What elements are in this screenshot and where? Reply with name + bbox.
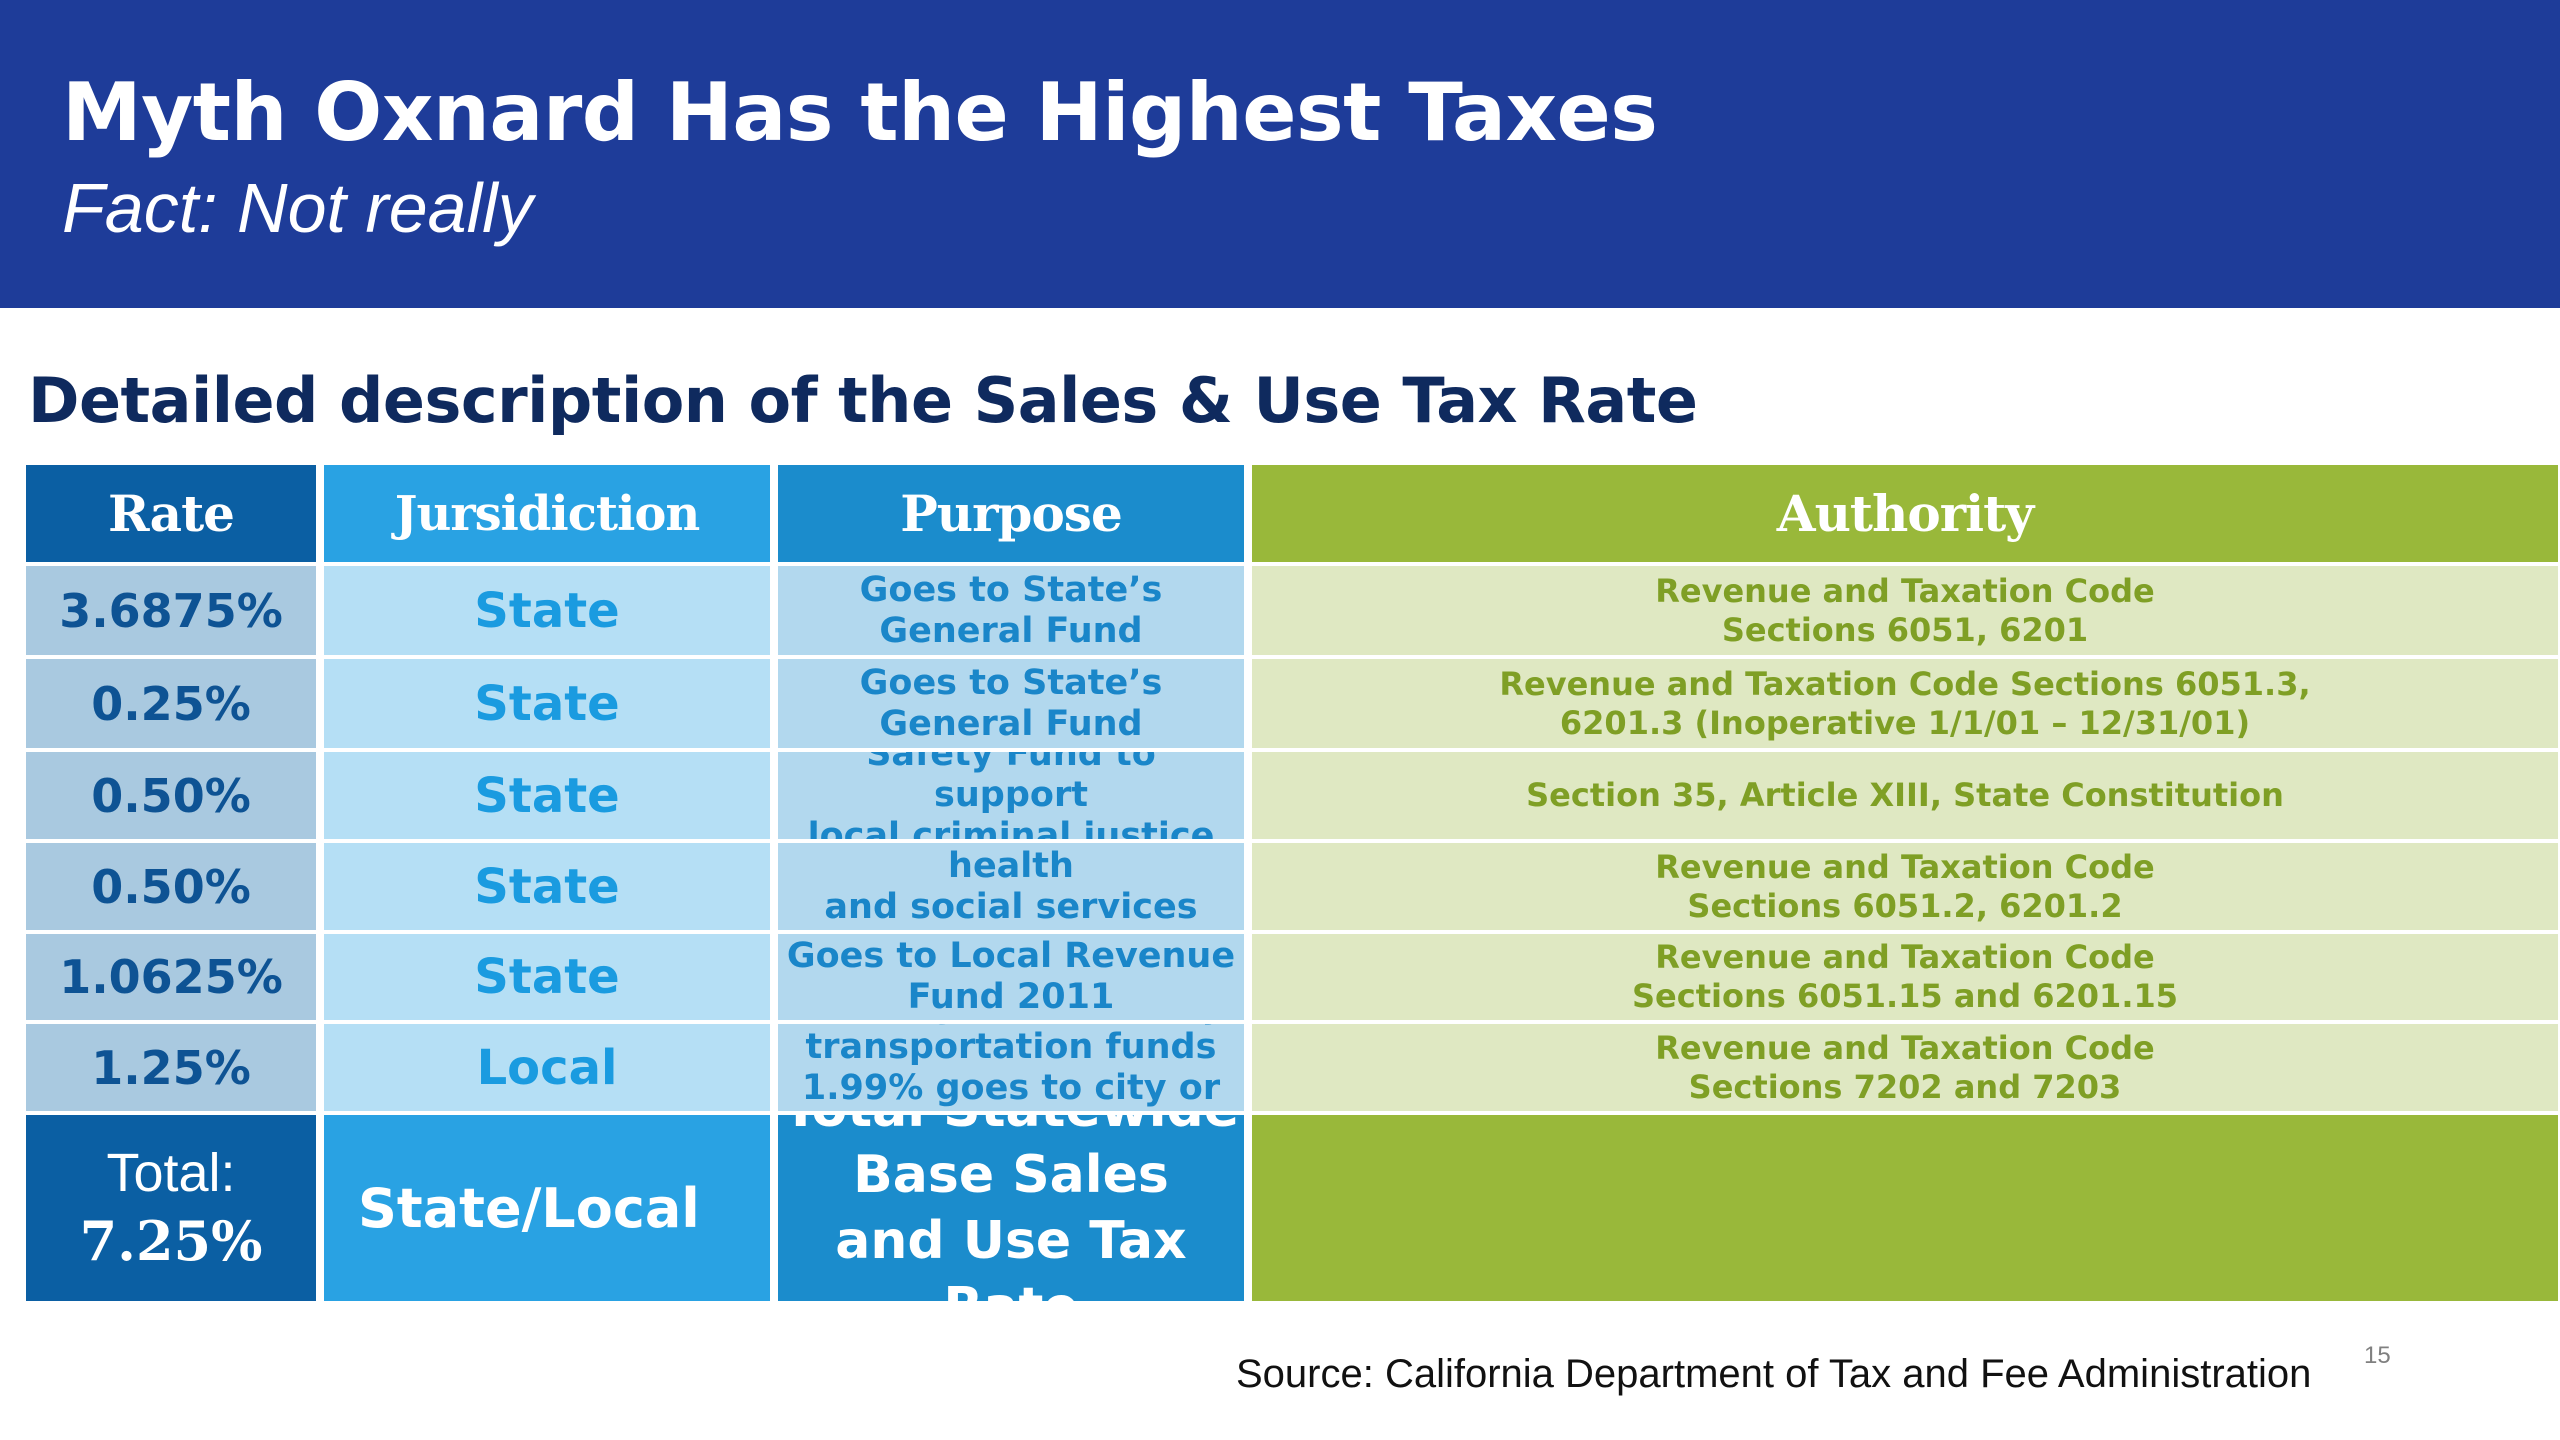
sales-tax-table: Rate Jursidiction Purpose Authority 3.68… [26, 465, 2558, 1312]
total-rate-value: 7.25% [79, 1209, 263, 1273]
authority-cell: Revenue and Taxation Code Sections 6051.… [1252, 839, 2558, 930]
rate-cell: 0.50% [26, 839, 316, 930]
total-purpose: Total Statewide Base Sales and Use Tax R… [778, 1111, 1244, 1301]
rate-cell: 0.25% [26, 655, 316, 748]
purpose-cell: Goes to State’s General Fund [778, 562, 1244, 655]
jurisdiction-cell: State [324, 748, 770, 839]
authority-cell: Section 35, Article XIII, State Constitu… [1252, 748, 2558, 839]
jurisdiction-cell: Local [324, 1020, 770, 1111]
slide-subtitle: Fact: Not really [62, 169, 533, 247]
purpose-cell: Goes to Local Revenue Fund to support lo… [778, 839, 1244, 930]
header-rate: Rate [26, 465, 316, 562]
purpose-cell: Goes to State’s General Fund [778, 655, 1244, 748]
purpose-cell: Goes to Local Public Safety Fund to supp… [778, 748, 1244, 839]
total-rate-cell: Total: 7.25% [26, 1111, 316, 1301]
total-authority [1252, 1111, 2558, 1301]
title-banner: Myth Oxnard Has the Highest Taxes Fact: … [0, 0, 2560, 308]
authority-cell: Revenue and Taxation Code Sections 6051.… [1252, 930, 2558, 1020]
total-jurisdiction: State/Local [324, 1111, 770, 1301]
rate-cell: 1.25% [26, 1020, 316, 1111]
jurisdiction-cell: State [324, 930, 770, 1020]
total-label: Total: [106, 1143, 236, 1203]
authority-cell: Revenue and Taxation Code Sections 6051.… [1252, 655, 2558, 748]
header-purpose: Purpose [778, 465, 1244, 562]
jurisdiction-cell: State [324, 839, 770, 930]
slide-title: Myth Oxnard Has the Highest Taxes [62, 66, 1658, 159]
rate-cell: 3.6875% [26, 562, 316, 655]
authority-cell: Revenue and Taxation Code Sections 6051,… [1252, 562, 2558, 655]
page-number: 15 [2364, 1342, 2391, 1369]
purpose-cell: Goes to Local Revenue Fund 2011 [778, 930, 1244, 1020]
rate-cell: 1.0625% [26, 930, 316, 1020]
source-citation: Source: California Department of Tax and… [1236, 1352, 2312, 1396]
jurisdiction-cell: State [324, 562, 770, 655]
jurisdiction-cell: State [324, 655, 770, 748]
header-authority: Authority [1252, 465, 2558, 562]
rate-cell: 0.50% [26, 748, 316, 839]
authority-cell: Revenue and Taxation Code Sections 7202 … [1252, 1020, 2558, 1111]
section-heading: Detailed description of the Sales & Use … [28, 364, 1698, 437]
purpose-cell: 0.25% goes to county transportation fund… [778, 1020, 1244, 1111]
header-jurisdiction: Jursidiction [324, 465, 770, 562]
